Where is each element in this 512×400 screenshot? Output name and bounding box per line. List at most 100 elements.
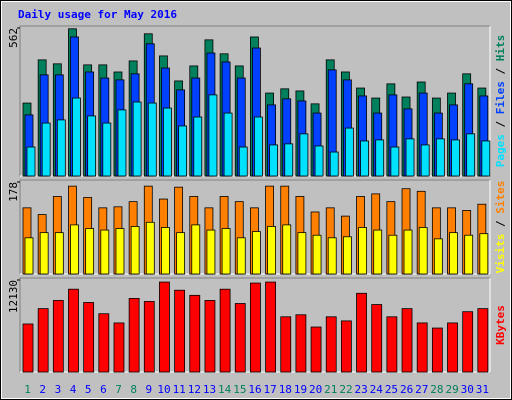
bar <box>358 227 367 275</box>
bar <box>312 234 322 275</box>
x-tick-label: 17 <box>264 383 277 396</box>
bar <box>219 288 231 373</box>
x-tick-label: 27 <box>415 383 428 396</box>
x-tick-label: 2 <box>39 383 46 396</box>
bar <box>280 316 292 373</box>
bar <box>342 236 352 275</box>
legend-entry: Visits <box>494 234 507 274</box>
legend: Visits / Sites <box>494 181 507 274</box>
bar <box>386 316 398 373</box>
bar <box>252 231 261 275</box>
x-tick-label: 15 <box>233 383 246 396</box>
bar <box>250 282 261 373</box>
bar <box>464 234 474 275</box>
x-tick-label: 3 <box>55 383 62 396</box>
legend-separator: / <box>494 61 507 81</box>
bar <box>132 101 142 177</box>
bar <box>72 97 81 177</box>
bar <box>462 311 474 373</box>
bar <box>479 233 489 275</box>
x-tick-label: 14 <box>218 383 232 396</box>
x-tick-label: 8 <box>130 383 137 396</box>
bar <box>98 313 110 373</box>
bar <box>310 326 322 373</box>
x-tick-label: 28 <box>430 383 443 396</box>
x-tick-label: 24 <box>370 383 384 396</box>
x-tick-label: 10 <box>157 383 170 396</box>
bar <box>70 224 79 275</box>
bar <box>113 322 125 373</box>
x-tick-label: 25 <box>385 383 398 396</box>
bar <box>130 226 140 275</box>
x-tick-label: 5 <box>85 383 92 396</box>
bar <box>191 224 201 275</box>
bar <box>390 146 400 177</box>
legend: KBytes <box>494 305 507 345</box>
bar <box>143 301 155 373</box>
bar <box>297 232 307 275</box>
bar <box>176 232 186 275</box>
bar <box>159 281 170 373</box>
bar <box>265 281 276 373</box>
bar <box>282 224 292 275</box>
y-tick-label: 562 <box>7 28 20 48</box>
bar <box>418 227 428 275</box>
bar <box>41 122 51 177</box>
bar <box>481 140 491 177</box>
bar <box>371 304 383 373</box>
bar <box>431 327 443 373</box>
bar <box>204 300 216 373</box>
bar <box>234 303 246 373</box>
legend-separator: / <box>494 214 507 234</box>
x-tick-label: 13 <box>203 383 216 396</box>
x-tick-label: 30 <box>461 383 474 396</box>
bar <box>284 143 294 177</box>
bar <box>68 288 79 373</box>
x-tick-label: 1 <box>24 383 31 396</box>
bar <box>117 109 127 177</box>
bar <box>174 289 186 373</box>
bar <box>24 237 34 275</box>
bar <box>26 146 36 177</box>
bar <box>238 146 248 177</box>
legend-entry: Pages <box>494 134 507 167</box>
bar <box>193 116 203 177</box>
bar <box>403 229 413 275</box>
x-tick-label: 23 <box>355 383 368 396</box>
x-tick-label: 9 <box>146 383 153 396</box>
bar <box>329 151 339 177</box>
bar <box>405 138 415 177</box>
bar <box>356 292 367 373</box>
bar <box>161 227 170 275</box>
x-tick-label: 31 <box>476 383 489 396</box>
x-tick-label: 7 <box>115 383 122 396</box>
bar <box>163 107 172 177</box>
bar <box>223 112 233 177</box>
bar <box>314 145 324 177</box>
legend-entry: Files <box>494 81 507 114</box>
bar <box>435 138 445 177</box>
bar <box>128 297 140 373</box>
bar <box>254 116 263 177</box>
x-tick-label: 29 <box>445 383 458 396</box>
legend-separator: / <box>494 114 507 134</box>
bar <box>295 314 307 373</box>
legend: Pages / Files / Hits <box>494 35 507 168</box>
bar <box>344 127 354 177</box>
bar <box>85 228 95 275</box>
bar <box>340 320 352 373</box>
bar <box>147 102 157 177</box>
bar <box>269 144 278 177</box>
x-tick-label: 16 <box>248 383 261 396</box>
x-tick-label: 18 <box>279 383 292 396</box>
y-tick-label: 12130 <box>7 280 20 313</box>
bar <box>466 133 476 177</box>
bar <box>373 229 383 275</box>
bar <box>477 308 489 373</box>
bar <box>189 294 201 373</box>
bar <box>145 221 155 275</box>
bar <box>221 228 231 275</box>
x-tick-label: 6 <box>100 383 107 396</box>
